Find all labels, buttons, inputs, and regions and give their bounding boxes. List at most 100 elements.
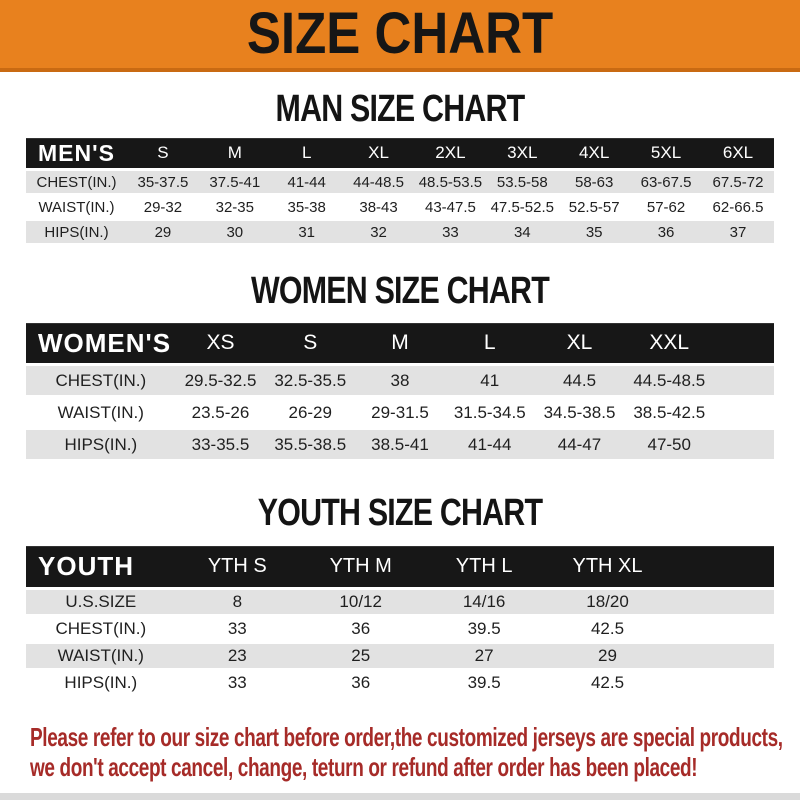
section-heading-man: MAN SIZE CHART	[275, 88, 526, 130]
size-cell: 58-63	[558, 171, 631, 196]
size-cell: 35.5-38.5	[265, 430, 356, 462]
women-header-bar: WOMEN'S XS S M L XL XXL	[26, 323, 774, 366]
size-cell: 42.5	[545, 671, 670, 698]
size-cell: 38.5-42.5	[624, 398, 715, 430]
row-label: WAIST(IN.)	[26, 398, 176, 430]
man-size-table: MEN'S S M L XL 2XL 3XL 4XL 5XL 6XL CHEST(IN.) 35-37…	[26, 138, 774, 246]
size-cell: 47-50	[624, 430, 715, 462]
size-cell: 31	[270, 221, 343, 246]
row-spacer	[669, 644, 774, 671]
size-cell: 39.5	[422, 671, 546, 698]
table-row: WAIST(IN.) 23.5-26 26-29 29-31.5 31.5-34.5 34…	[26, 398, 774, 430]
size-cell: 8	[175, 590, 299, 617]
row-spacer	[714, 430, 774, 462]
size-cell: 41-44	[444, 430, 535, 462]
size-cell: 35-37.5	[126, 171, 199, 196]
table-row: U.S.SIZE 8 10/12 14/16 18/20	[26, 590, 774, 617]
women-table-body: CHEST(IN.) 29.5-32.5 32.5-35.5 38 41 44.5 44.5…	[26, 366, 774, 462]
size-cell: 26-29	[265, 398, 356, 430]
size-cell: 18/20	[545, 590, 670, 617]
youth-table-body: U.S.SIZE 8 10/12 14/16 18/20 CHEST(IN.) 33 36 39…	[26, 590, 774, 698]
column-header-yth-m: YTH M	[299, 546, 423, 590]
size-cell: 29	[126, 221, 199, 246]
size-cell: 38-43	[342, 196, 415, 221]
header-spacer	[714, 323, 774, 366]
youth-size-table: YOUTH YTH S YTH M YTH L YTH XL U.S.SIZE 8 10/12…	[26, 546, 774, 698]
footer-note: Please refer to our size chart before or…	[30, 722, 800, 782]
size-cell: 27	[422, 644, 546, 671]
row-spacer	[669, 590, 774, 617]
header-spacer	[669, 546, 774, 590]
row-spacer	[669, 617, 774, 644]
size-cell: 44-47	[534, 430, 625, 462]
size-cell: 23	[175, 644, 299, 671]
column-header-5xl: 5XL	[630, 138, 702, 171]
section-women: WOMEN SIZE CHART WOMEN'S XS S M L XL XXL CHEST(I…	[0, 272, 800, 462]
table-row: HIPS(IN.) 33 36 39.5 42.5	[26, 671, 774, 698]
row-label: CHEST(IN.)	[26, 617, 176, 644]
column-header-yth-l: YTH L	[422, 546, 546, 590]
column-header-xl: XL	[534, 323, 625, 366]
column-header-yth-s: YTH S	[175, 546, 299, 590]
size-chart-sections: MAN SIZE CHART MEN'S S M L XL 2XL 3XL 4XL 5XL 6XL C…	[0, 90, 800, 698]
size-cell: 41	[444, 366, 535, 398]
column-header-l: L	[270, 138, 343, 171]
size-cell: 34	[486, 221, 559, 246]
header-row: YOUTH YTH S YTH M YTH L YTH XL	[26, 546, 774, 590]
banner: SIZE CHART	[0, 0, 800, 72]
bottom-edge-strip	[0, 793, 800, 800]
table-row: CHEST(IN.) 35-37.5 37.5-41 41-44 44-48.5 48.5…	[26, 171, 774, 196]
row-label: U.S.SIZE	[26, 590, 176, 617]
section-youth: YOUTH SIZE CHART YOUTH YTH S YTH M YTH L YTH …	[0, 494, 800, 698]
banner-title: SIZE CHART	[246, 1, 554, 66]
row-label: HIPS(IN.)	[26, 671, 176, 698]
size-cell: 47.5-52.5	[486, 196, 559, 221]
size-cell: 33-35.5	[175, 430, 266, 462]
size-cell: 38.5-41	[355, 430, 445, 462]
size-cell: 33	[175, 671, 299, 698]
size-cell: 34.5-38.5	[534, 398, 625, 430]
column-header-m: M	[355, 323, 445, 366]
size-cell: 33	[175, 617, 299, 644]
size-cell: 32-35	[198, 196, 271, 221]
row-spacer	[714, 398, 774, 430]
table-row: CHEST(IN.) 33 36 39.5 42.5	[26, 617, 774, 644]
row-label: CHEST(IN.)	[26, 171, 127, 196]
row-label: WAIST(IN.)	[26, 196, 127, 221]
size-cell: 63-67.5	[630, 171, 702, 196]
section-heading-women: WOMEN SIZE CHART	[251, 270, 550, 312]
size-cell: 43-47.5	[414, 196, 487, 221]
size-cell: 32.5-35.5	[265, 366, 356, 398]
women-size-table: WOMEN'S XS S M L XL XXL CHEST(IN.) 29.5-32.5 32.5…	[26, 323, 774, 462]
table-row: HIPS(IN.) 33-35.5 35.5-38.5 38.5-41 41-44 44-…	[26, 430, 774, 462]
size-cell: 36	[299, 617, 423, 644]
size-cell: 39.5	[422, 617, 546, 644]
column-header-2xl: 2XL	[414, 138, 487, 171]
size-cell: 42.5	[545, 617, 670, 644]
size-cell: 44.5-48.5	[624, 366, 715, 398]
youth-header-bar: YOUTH YTH S YTH M YTH L YTH XL	[26, 546, 774, 590]
column-header-xs: XS	[175, 323, 266, 366]
size-cell: 30	[198, 221, 271, 246]
column-header-yth-xl: YTH XL	[545, 546, 670, 590]
column-header-xxl: XXL	[624, 323, 715, 366]
size-cell: 37	[701, 221, 774, 246]
row-label: CHEST(IN.)	[26, 366, 176, 398]
column-header-xl: XL	[342, 138, 415, 171]
size-cell: 10/12	[299, 590, 423, 617]
table-row: WAIST(IN.) 29-32 32-35 35-38 38-43 43-47.5 47.…	[26, 196, 774, 221]
column-header-s: S	[126, 138, 199, 171]
size-cell: 29.5-32.5	[175, 366, 266, 398]
row-label: HIPS(IN.)	[26, 430, 176, 462]
size-cell: 52.5-57	[558, 196, 631, 221]
size-cell: 29-32	[126, 196, 199, 221]
size-cell: 57-62	[630, 196, 702, 221]
section-heading-youth: YOUTH SIZE CHART	[257, 492, 543, 534]
header-row: WOMEN'S XS S M L XL XXL	[26, 323, 774, 366]
size-cell: 53.5-58	[486, 171, 559, 196]
size-cell: 44.5	[534, 366, 625, 398]
section-man: MAN SIZE CHART MEN'S S M L XL 2XL 3XL 4XL 5XL 6XL C…	[0, 90, 800, 246]
size-cell: 31.5-34.5	[444, 398, 535, 430]
row-spacer	[714, 366, 774, 398]
size-cell: 62-66.5	[701, 196, 774, 221]
